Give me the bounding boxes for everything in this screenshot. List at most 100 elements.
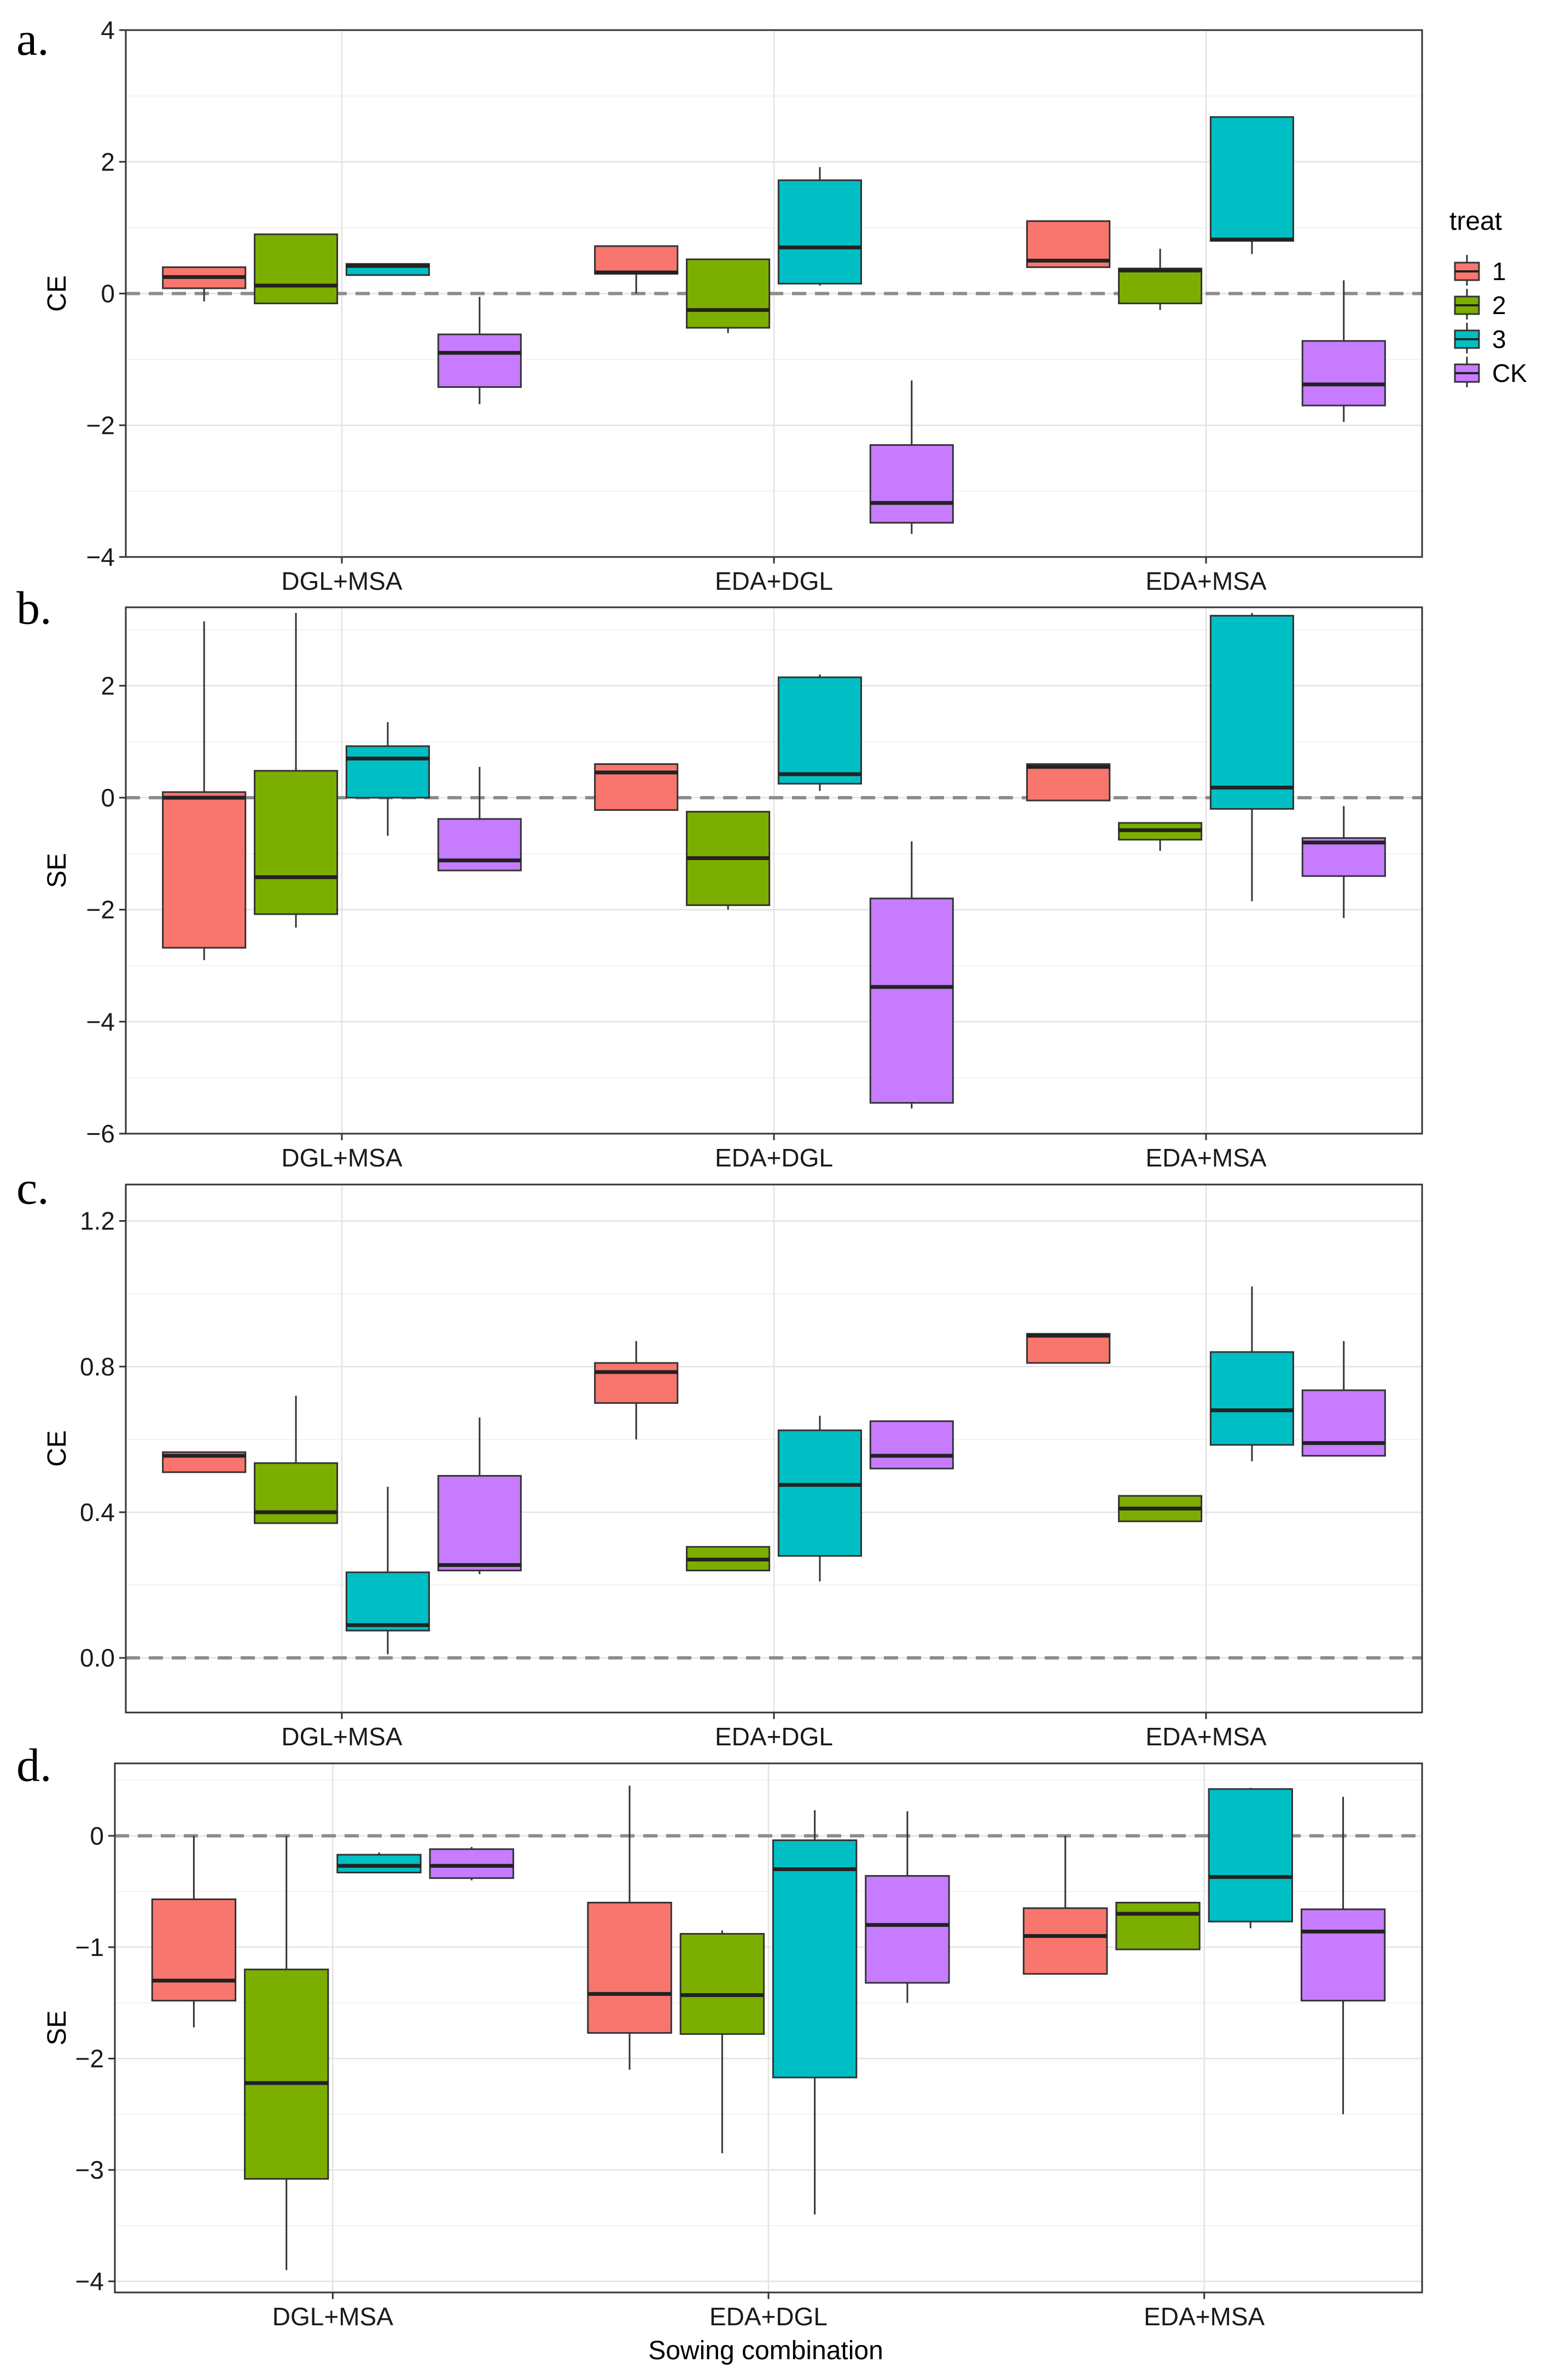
y-tick-label: 0 <box>90 1821 104 1850</box>
box-body <box>1301 1389 1386 1457</box>
x-tick-label: DGL+MSA <box>272 2302 393 2331</box>
box-body <box>1300 1908 1386 2002</box>
box-body <box>437 333 522 388</box>
box-1-EDA+MSA <box>1026 220 1111 268</box>
y-tick-label: 0.8 <box>80 1352 115 1381</box>
y-tick-label: 0.0 <box>80 1644 115 1672</box>
box-3-DGL+MSA <box>345 1487 430 1655</box>
x-axis-title: Sowing combination <box>648 2336 883 2365</box>
y-tick-label: −2 <box>86 896 115 924</box>
box-3-EDA+MSA <box>1209 1286 1294 1461</box>
box-body <box>594 1362 679 1404</box>
box-2-EDA+DGL <box>679 1930 765 2153</box>
box-body <box>1026 1333 1111 1364</box>
box-body <box>244 1969 329 2180</box>
box-2-EDA+DGL <box>686 811 771 910</box>
box-body <box>345 745 430 799</box>
box-2-EDA+DGL <box>686 1546 771 1571</box>
box-body <box>865 1875 950 1984</box>
panel-letter: b. <box>16 582 52 634</box>
box-body <box>777 1429 862 1557</box>
box-body <box>1209 614 1294 810</box>
box-CK-DGL+MSA <box>437 297 522 404</box>
panel-letter: d. <box>16 1739 52 1791</box>
box-2-DGL+MSA <box>244 1836 329 2271</box>
box-2-EDA+DGL <box>686 258 771 333</box>
box-body <box>594 245 679 275</box>
box-CK-EDA+DGL <box>869 380 954 534</box>
box-3-EDA+DGL <box>772 1810 858 2215</box>
y-tick-label: −4 <box>86 1007 115 1036</box>
box-2-EDA+MSA <box>1118 822 1203 851</box>
y-tick-label: 0.4 <box>80 1498 115 1526</box>
panel-1: a. −4 −2 0 2 4 DGL+MSA EDA+DGL EDA+MSA CE <box>16 13 1423 595</box>
box-CK-EDA+DGL <box>869 1420 954 1470</box>
panel-letter: a. <box>16 13 49 65</box>
box-body <box>869 444 954 524</box>
panel-4: d. −4 −3 −2 −1 0 DGL+MSA EDA+DGL EDA+MSA SE <box>16 1739 1423 2331</box>
y-tick-label: 4 <box>101 16 115 44</box>
y-axis-title: CE <box>43 1430 72 1467</box>
box-body <box>429 1848 514 1879</box>
box-body <box>1115 1901 1201 1951</box>
box-body <box>1209 1351 1294 1446</box>
legend-label: 1 <box>1492 257 1506 286</box>
y-tick-label: 1.2 <box>80 1207 115 1235</box>
box-body <box>772 1839 858 2079</box>
box-body <box>336 1854 422 1874</box>
box-3-EDA+MSA <box>1209 116 1294 254</box>
box-3-EDA+DGL <box>777 674 862 791</box>
y-tick-label: −2 <box>86 411 115 439</box>
box-body <box>686 258 771 329</box>
x-tick-label: EDA+MSA <box>1145 1722 1266 1751</box>
box-1-EDA+MSA <box>1026 1333 1111 1364</box>
box-body <box>1209 116 1294 242</box>
box-1-EDA+DGL <box>594 763 679 811</box>
box-CK-EDA+DGL <box>865 1811 950 2003</box>
box-CK-EDA+MSA <box>1301 280 1386 422</box>
box-body <box>869 897 954 1104</box>
y-tick-label: −1 <box>75 1933 104 1961</box>
box-body <box>254 233 339 305</box>
box-1-EDA+DGL <box>587 1785 672 2070</box>
y-axis-title: SE <box>43 2010 72 2045</box>
panel-2: b. −6 −4 −2 0 2 DGL+MSA EDA+DGL EDA+MSA SE <box>16 582 1423 1172</box>
box-body <box>254 770 339 915</box>
box-CK-DGL+MSA <box>429 1847 514 1880</box>
x-tick-label: EDA+MSA <box>1145 567 1266 595</box>
y-tick-label: 2 <box>101 671 115 700</box>
box-3-DGL+MSA <box>345 263 430 276</box>
box-CK-EDA+MSA <box>1300 1797 1386 2115</box>
y-tick-label: −3 <box>75 2156 104 2184</box>
x-tick-label: EDA+DGL <box>715 1143 833 1172</box>
panel-3: c. 0.0 0.4 0.8 1.2 DGL+MSA EDA+DGL EDA+MSA CE <box>16 1162 1423 1751</box>
box-3-EDA+MSA <box>1208 1787 1293 1929</box>
y-axis-title: CE <box>43 275 72 312</box>
legend-title: treat <box>1449 207 1502 236</box>
box-body <box>1301 340 1386 407</box>
y-tick-label: −6 <box>86 1119 115 1148</box>
box-body <box>162 791 247 949</box>
y-tick-label: −4 <box>86 543 115 571</box>
legend-item-CK: CK <box>1454 357 1527 387</box>
box-1-DGL+MSA <box>162 621 247 960</box>
box-3-DGL+MSA <box>336 1852 422 1874</box>
box-CK-EDA+MSA <box>1301 1341 1386 1457</box>
panel-letter: c. <box>16 1162 49 1214</box>
box-1-DGL+MSA <box>162 1451 247 1473</box>
y-tick-label: −4 <box>75 2267 104 2296</box>
legend-label: 2 <box>1492 291 1506 320</box>
x-tick-label: DGL+MSA <box>281 1143 402 1172</box>
x-tick-label: EDA+DGL <box>709 2302 828 2331</box>
box-2-DGL+MSA <box>254 233 339 305</box>
box-CK-DGL+MSA <box>437 1417 522 1575</box>
x-tick-label: EDA+DGL <box>715 567 833 595</box>
box-body <box>587 1901 672 2034</box>
legend-item-2: 2 <box>1454 289 1506 320</box>
box-3-EDA+DGL <box>777 167 862 286</box>
y-tick-label: 0 <box>101 280 115 308</box>
box-body <box>1208 1788 1293 1923</box>
box-body <box>1026 763 1111 802</box>
x-tick-label: EDA+MSA <box>1144 2302 1265 2331</box>
box-body <box>679 1932 765 2035</box>
